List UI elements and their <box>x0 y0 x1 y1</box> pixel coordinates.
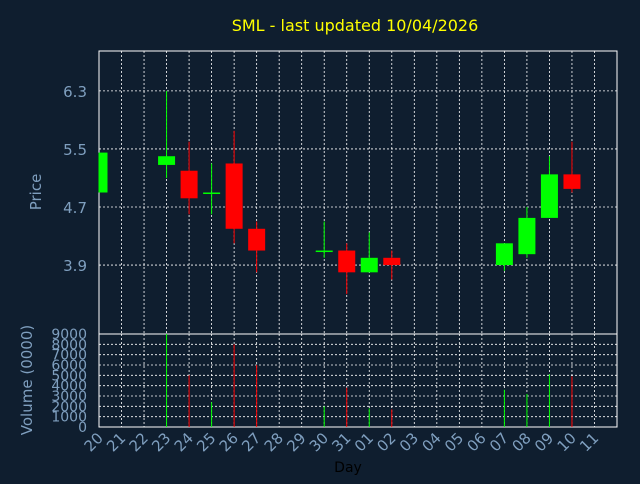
price-tick-label: 3.9 <box>63 257 87 275</box>
price-axis-label: Price <box>27 174 45 211</box>
candle-body <box>99 152 108 193</box>
volume-tick-label: 4000 <box>51 379 87 395</box>
volume-tick-label: 1000 <box>51 410 87 426</box>
price-tick-label: 5.5 <box>63 141 87 159</box>
candle-body <box>540 174 558 218</box>
x-axis: 2021222324252627282930310102030405060708… <box>81 429 603 455</box>
volume-tick-label: 9000 <box>51 327 87 343</box>
candle-body <box>338 250 356 273</box>
volume-tick-label: 8000 <box>51 337 87 353</box>
candle-body <box>495 243 513 266</box>
volume-panel-frame <box>98 333 618 428</box>
volume-tick-label: 7000 <box>51 348 87 364</box>
candle-body <box>383 257 401 266</box>
volume-axis-label: Volume (0000) <box>18 325 36 435</box>
candle-body <box>360 257 378 273</box>
candle-body <box>225 163 243 229</box>
candle-body <box>180 170 198 199</box>
volume-tick-label: 2000 <box>51 399 87 415</box>
candle-body <box>248 228 266 251</box>
volume-tick-label: 0 <box>78 420 87 436</box>
candle-body <box>158 156 176 165</box>
x-axis-label: Day <box>334 460 362 476</box>
price-panel: 3.9 4.7 5.5 6.3 <box>63 50 618 335</box>
chart-title: SML - last updated 10/04/2026 <box>232 16 479 35</box>
price-tick-label: 6.3 <box>63 83 87 101</box>
candle-body <box>518 217 536 255</box>
candle-body <box>563 174 581 189</box>
candle-body <box>203 192 221 194</box>
volume-tick-label: 5000 <box>51 368 87 384</box>
candle-body <box>315 250 333 253</box>
volume-tick-label: 3000 <box>51 389 87 405</box>
price-tick-label: 4.7 <box>63 199 87 217</box>
volume-tick-label: 6000 <box>51 358 87 374</box>
